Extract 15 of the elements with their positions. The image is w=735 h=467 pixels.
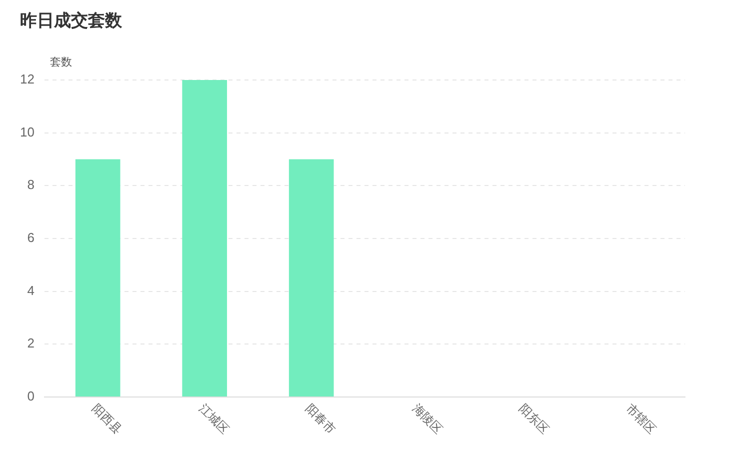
x-tick-label: 阳西县 bbox=[90, 401, 125, 437]
x-tick-label: 市辖区 bbox=[623, 401, 659, 437]
x-tick-label: 江城区 bbox=[196, 401, 232, 437]
y-tick-label: 12 bbox=[20, 72, 34, 87]
y-tick-label: 8 bbox=[27, 177, 34, 192]
y-tick-label: 6 bbox=[27, 230, 34, 246]
y-tick-label: 0 bbox=[27, 388, 34, 404]
x-tick-label: 海陵区 bbox=[410, 401, 446, 437]
x-tick-label: 阳春市 bbox=[303, 401, 338, 437]
x-tick-label: 阳东区 bbox=[516, 401, 552, 437]
chart-title: 昨日成交套数 bbox=[20, 10, 122, 32]
y-axis-title: 套数 bbox=[50, 55, 72, 68]
y-tick-label: 10 bbox=[20, 124, 34, 140]
y-tick-label: 2 bbox=[27, 336, 34, 351]
y-tick-label: 4 bbox=[27, 282, 34, 298]
